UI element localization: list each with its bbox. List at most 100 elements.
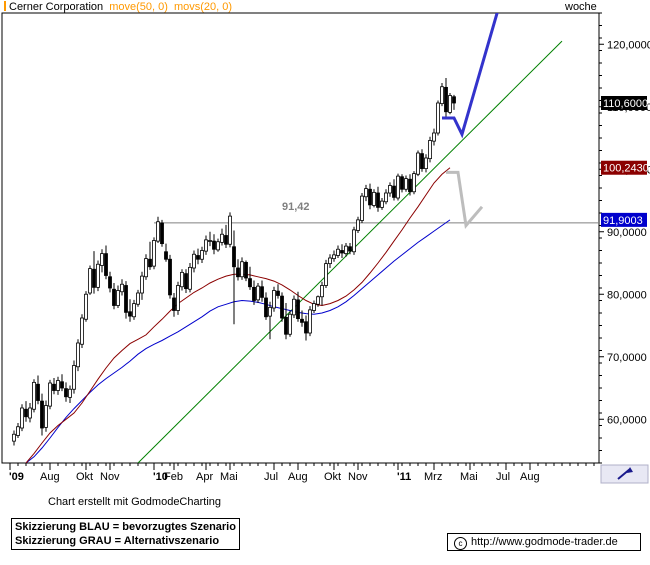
candle (340, 244, 344, 258)
candle (216, 238, 220, 252)
scenario-legend: Skizzierung BLAU = bevorzugtes Szenario … (11, 518, 240, 550)
candle (260, 280, 264, 302)
candle-body (196, 255, 200, 260)
candle (204, 235, 208, 255)
candle-body (148, 258, 152, 268)
x-tick-label: Okt (76, 471, 93, 483)
candle-body (56, 380, 60, 391)
candle-body (216, 241, 220, 251)
candle (264, 292, 268, 320)
candle (388, 182, 392, 197)
source-link[interactable]: c http://www.godmode-trader.de (447, 533, 641, 551)
x-tick-label: Mai (460, 471, 478, 483)
candle-body (284, 316, 288, 335)
candle (252, 280, 256, 305)
candle (96, 260, 100, 292)
candle-body (172, 297, 176, 311)
candle-body (264, 297, 268, 318)
candle-body (376, 192, 380, 208)
candle-body (316, 296, 320, 305)
candle-body (260, 286, 264, 298)
x-tick-label: Aug (40, 471, 60, 483)
source-url[interactable]: http://www.godmode-trader.de (471, 536, 618, 548)
candle (160, 219, 164, 247)
candle-body (240, 261, 244, 278)
candle-body (168, 258, 172, 296)
candle-body (332, 254, 336, 260)
candle (284, 303, 288, 340)
candle-body (32, 381, 36, 410)
candle (320, 281, 324, 306)
candle (40, 393, 44, 436)
candle (288, 310, 292, 337)
candle-body (144, 258, 148, 278)
candle-body (96, 263, 100, 288)
legend-blue: Skizzierung BLAU = bevorzugtes Szenario (15, 521, 236, 533)
x-tick-label: Feb (164, 471, 183, 483)
candle-body (328, 257, 332, 265)
x-tick-label: '09 (9, 471, 24, 483)
candle-body (232, 246, 236, 268)
candle-body (252, 286, 256, 301)
candle (432, 128, 436, 146)
candle (348, 243, 352, 255)
candle (136, 289, 140, 307)
candle (280, 292, 284, 322)
candle (92, 251, 96, 294)
candle-body (160, 222, 164, 245)
candle (300, 310, 304, 327)
candle-body (184, 273, 188, 290)
candle-body (432, 132, 436, 142)
candle-body (92, 268, 96, 288)
candle-body (212, 240, 216, 250)
candle-body (220, 233, 224, 243)
candle (28, 403, 32, 423)
candle-body (88, 268, 92, 294)
candle (232, 230, 236, 325)
candle (396, 173, 400, 201)
y-tick-label: 60,0000 (607, 414, 647, 426)
candle (304, 315, 308, 341)
candle-body (408, 178, 412, 193)
candle-body (52, 383, 56, 391)
candle (144, 254, 148, 280)
x-tick-label: Apr (196, 471, 213, 483)
candle (292, 295, 296, 318)
candle-body (272, 290, 276, 309)
candle-body (436, 102, 440, 134)
candle (212, 234, 216, 255)
candle-body (296, 299, 300, 320)
ma-slow-value-box-bg (601, 212, 647, 227)
candle (452, 94, 456, 110)
candle (32, 379, 36, 413)
candle (364, 184, 368, 202)
candle-body (132, 303, 136, 318)
candle (56, 376, 60, 395)
candle-body (188, 266, 192, 290)
candle (404, 175, 408, 192)
y-tick-label: 90,0000 (607, 227, 647, 239)
candle (356, 216, 360, 233)
candle (20, 404, 24, 432)
candle (76, 339, 80, 372)
candle (208, 231, 212, 247)
candle (132, 299, 136, 320)
candle-body (100, 253, 104, 266)
candle-body (204, 239, 208, 252)
candle (336, 245, 340, 258)
candle-body (360, 195, 364, 221)
candle (324, 259, 328, 288)
x-tick-label: '11 (397, 471, 411, 483)
candle-body (412, 173, 416, 193)
candle (400, 174, 404, 193)
candle-body (340, 250, 344, 254)
candle-body (292, 298, 296, 316)
candle (104, 245, 108, 280)
header-accent-bar (4, 1, 6, 11)
candle (272, 286, 276, 312)
draw-arrow-icon[interactable] (600, 464, 649, 484)
candle (72, 360, 76, 394)
candle (244, 260, 248, 282)
candle (420, 149, 424, 172)
